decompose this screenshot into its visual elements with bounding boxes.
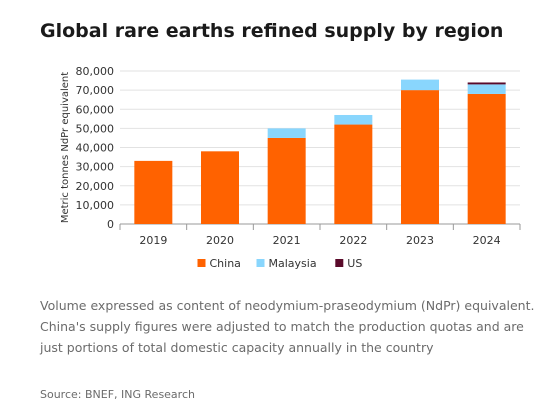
- bar-china-2021: [267, 137, 306, 224]
- y-tick-label: 80,000: [76, 65, 115, 78]
- x-tick-label: 2022: [339, 234, 367, 247]
- bar-china-2020: [201, 151, 239, 224]
- chart-title: Global rare earths refined supply by reg…: [40, 20, 504, 42]
- y-tick-label: 30,000: [76, 161, 115, 174]
- legend-label-malaysia: Malaysia: [269, 257, 317, 270]
- y-tick-label: 70,000: [76, 84, 115, 97]
- bar-chart: 0 10,000 20,000 30,000 40,000 50,000 60,000 70,…: [60, 65, 521, 270]
- y-tick-label: 50,000: [76, 122, 115, 135]
- x-tick-label: 2024: [473, 234, 501, 247]
- bar-china-2019: [134, 160, 173, 224]
- y-tick-label: 60,000: [76, 103, 115, 116]
- bar-china-2022: [334, 124, 373, 224]
- x-tick-label: 2019: [139, 234, 167, 247]
- bar-china-2024: [467, 93, 506, 224]
- y-tick-label: 10,000: [76, 199, 115, 212]
- y-axis-label: Metric tonnes NdPr equivalent: [60, 72, 71, 223]
- y-tick-label: 40,000: [76, 142, 115, 155]
- legend-swatch-us: [335, 259, 344, 267]
- x-tick-label: 2023: [406, 234, 434, 247]
- bar-malaysia-2022: [334, 114, 373, 125]
- bar-us-2024: [467, 82, 506, 85]
- bar-malaysia-2021: [267, 128, 306, 138]
- bar-malaysia-2024: [467, 84, 506, 94]
- y-tick-label: 0: [107, 218, 114, 231]
- chart-area: 0 10,000 20,000 30,000 40,000 50,000 60,000 70,…: [0, 60, 560, 290]
- bar-malaysia-2023: [401, 79, 439, 91]
- bar-china-2023: [401, 90, 439, 224]
- chart-source: Source: BNEF, ING Research: [40, 388, 195, 401]
- chart-caption: Volume expressed as content of neodymium…: [40, 298, 535, 355]
- x-tick-label: 2021: [273, 234, 301, 247]
- legend-label-us: US: [347, 257, 362, 270]
- legend-swatch-malaysia: [256, 259, 265, 267]
- y-tick-label: 20,000: [76, 180, 115, 193]
- x-tick-label: 2020: [206, 234, 234, 247]
- legend-swatch-china: [197, 259, 206, 267]
- legend-label-china: China: [210, 257, 241, 270]
